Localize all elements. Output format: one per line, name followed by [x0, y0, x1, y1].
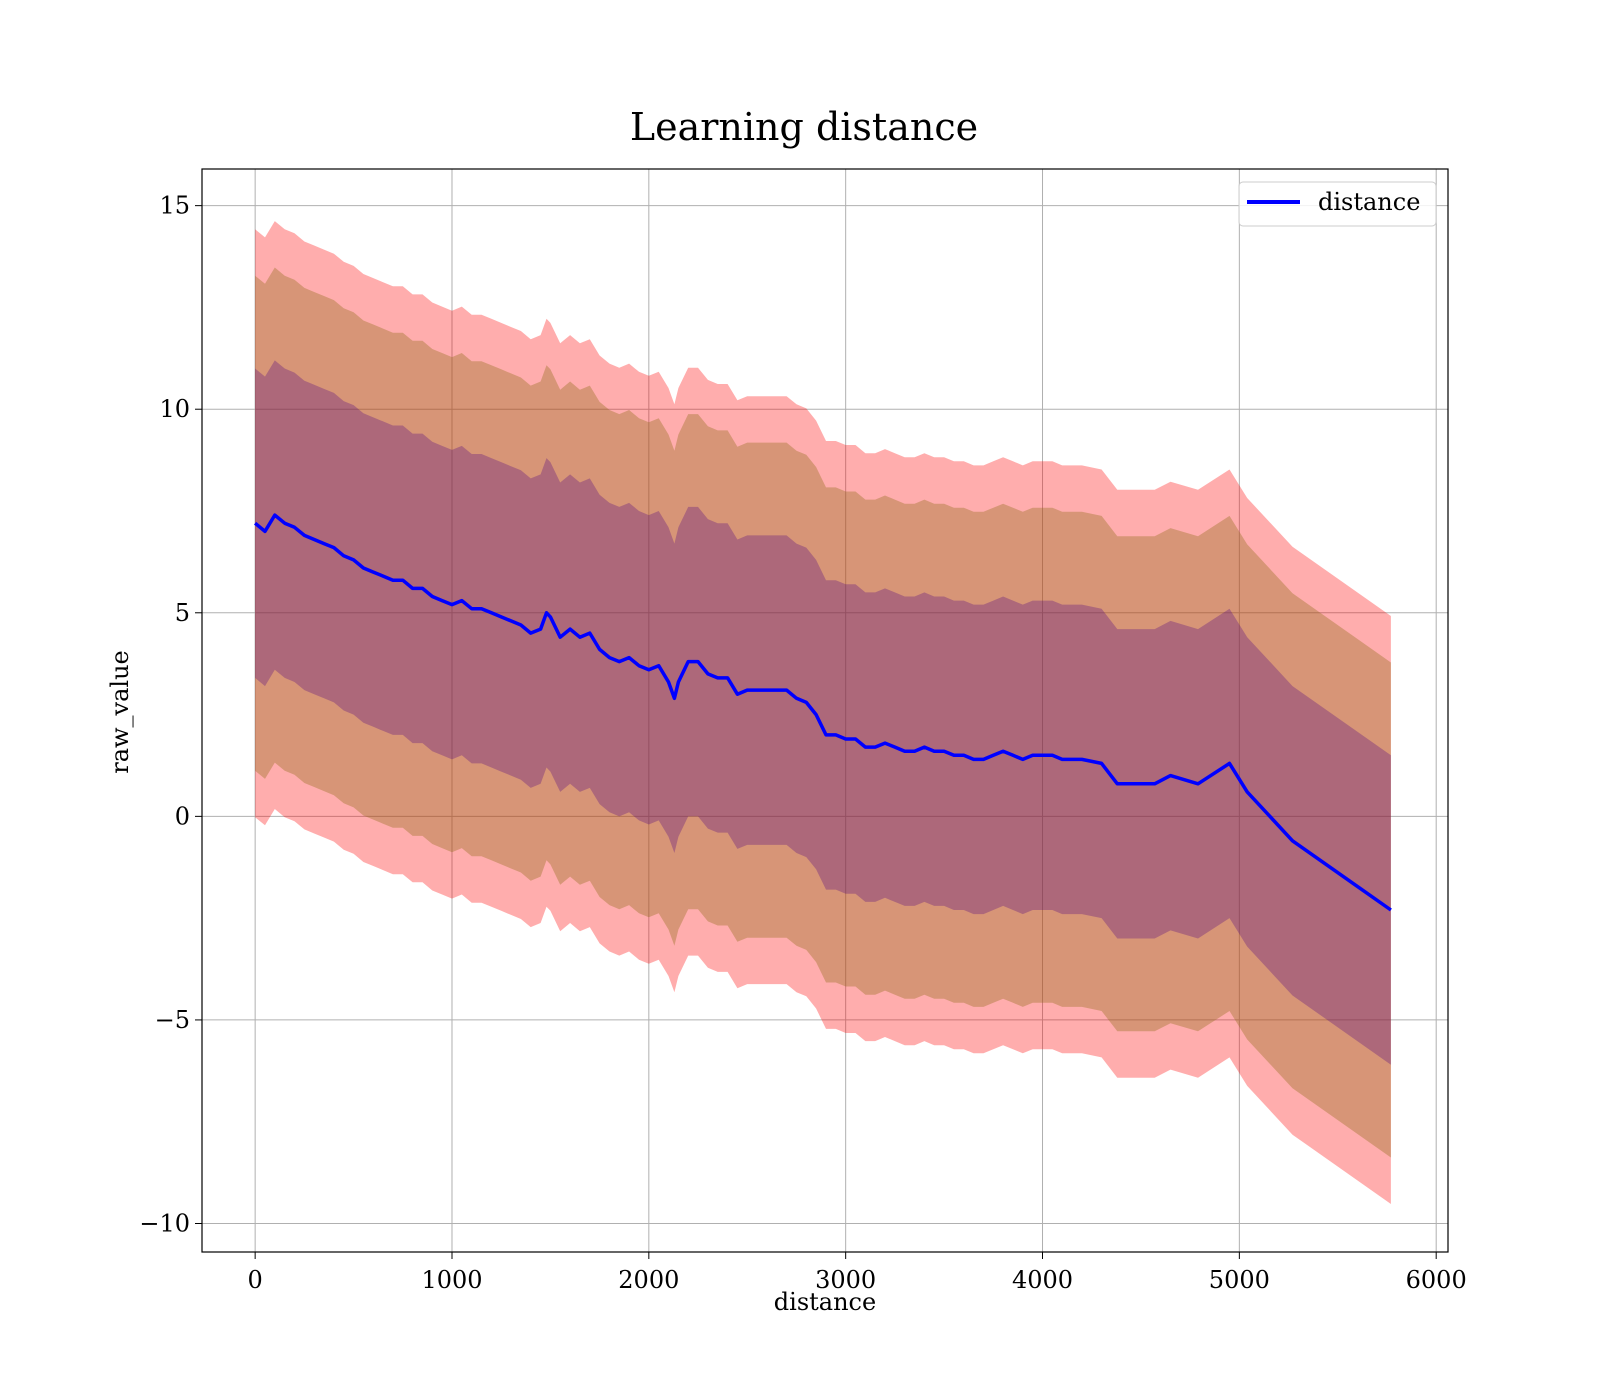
y-tick-label: −10	[139, 1210, 190, 1238]
x-tick-label: 6000	[1406, 1266, 1467, 1294]
legend-box	[1238, 181, 1437, 227]
plot-area: 0 1000 2000 3000 4000 5000 6000 −10 −5 0 5 10 15	[139, 169, 1467, 1294]
series-line-distance	[253, 513, 1392, 912]
x-axis-label: distance	[774, 1288, 876, 1316]
legend: distance	[1238, 181, 1437, 227]
x-tick-label: 0	[248, 1266, 263, 1294]
band-outer	[255, 221, 1391, 1205]
x-tick-label: 3000	[815, 1266, 876, 1294]
y-tick-label: 0	[175, 802, 190, 830]
y-axis-label: raw_value	[106, 650, 134, 774]
y-tick-label: −5	[155, 1006, 190, 1034]
band-inner	[255, 360, 1391, 1065]
x-tick-label: 1000	[421, 1266, 482, 1294]
y-tick-label: 15	[159, 192, 190, 220]
plot-frame	[201, 168, 1449, 1253]
y-tick-label: 10	[159, 395, 190, 423]
x-tick-label: 2000	[618, 1266, 679, 1294]
band-middle	[255, 267, 1391, 1158]
y-tick-label: 5	[175, 599, 190, 627]
legend-label-distance: distance	[1318, 188, 1420, 216]
x-tick-label: 4000	[1012, 1266, 1073, 1294]
chart-title: Learning distance	[630, 105, 978, 149]
x-tick-label: 5000	[1209, 1266, 1270, 1294]
